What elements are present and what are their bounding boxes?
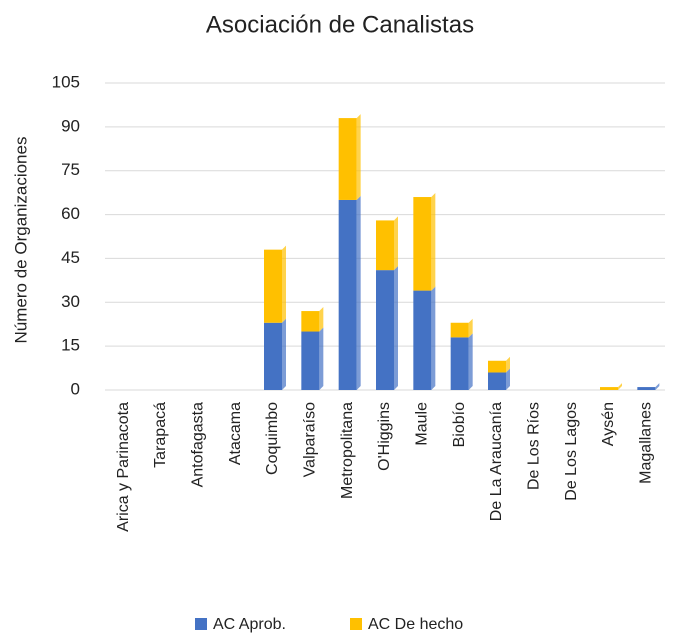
x-tick-label: De Los Ríos	[526, 402, 543, 490]
bar-side	[394, 216, 398, 271]
x-tick-label: Arica y Parinacota	[115, 402, 132, 532]
y-tick-label: 60	[61, 204, 80, 223]
bar-side	[431, 193, 436, 291]
bar-side	[655, 383, 660, 390]
y-tick-label: 90	[61, 116, 80, 135]
y-tick-label: 75	[61, 160, 80, 179]
bar-segment	[264, 322, 282, 390]
y-tick-label: 30	[61, 292, 80, 311]
x-tick-label: Antofagasta	[190, 402, 207, 488]
bar-side	[356, 114, 361, 200]
legend-label: AC Aprob.	[213, 616, 286, 633]
x-tick-label: De Los Lagos	[563, 402, 580, 501]
y-tick-label: 105	[52, 72, 80, 91]
bar-side	[468, 333, 473, 390]
x-tick-label: Magallanes	[638, 402, 655, 484]
bar-segment	[338, 118, 357, 200]
bar-side	[319, 307, 324, 332]
bar-side	[319, 327, 324, 390]
x-tick-label: O'Higgins	[376, 402, 393, 471]
x-tick-label: Biobío	[451, 402, 468, 447]
bar-side	[468, 318, 473, 338]
bar-side	[431, 286, 436, 390]
x-tick-label: Coquimbo	[264, 402, 281, 475]
y-axis-label: Número de Organizaciones	[11, 137, 30, 344]
y-tick-label: 45	[61, 248, 80, 267]
x-tick-label: Aysén	[600, 402, 617, 446]
bar-side	[356, 195, 361, 390]
bar-segment	[637, 387, 656, 390]
bar-side	[506, 356, 510, 373]
bar-segment	[488, 372, 506, 390]
bar-side	[394, 266, 398, 390]
legend-swatch	[350, 618, 362, 630]
bar-segment	[413, 290, 432, 390]
bar-side	[506, 368, 510, 390]
x-tick-label: Metropolitana	[339, 402, 356, 499]
bar-segment	[488, 360, 506, 373]
y-tick-label: 15	[61, 336, 80, 355]
bar-segment	[376, 220, 394, 271]
bar-segment	[338, 199, 357, 390]
x-tick-label: Atacama	[227, 402, 244, 465]
bar-side	[618, 383, 622, 390]
chart-title: Asociación de Canalistas	[206, 11, 474, 38]
bar-side	[282, 245, 286, 323]
bar-segment	[413, 197, 432, 291]
bar-segment	[301, 331, 320, 390]
x-tick-label: De La Araucanía	[488, 402, 505, 521]
legend-label: AC De hecho	[368, 616, 463, 633]
legend-swatch	[195, 618, 207, 630]
bar-segment	[450, 337, 469, 390]
x-tick-label: Tarapacá	[152, 402, 169, 468]
bar-segment	[376, 270, 394, 390]
bar-segment	[264, 249, 282, 323]
bar-side	[282, 318, 286, 390]
x-tick-label: Valparaíso	[302, 402, 319, 477]
y-tick-label: 0	[71, 379, 80, 398]
bar-segment	[450, 322, 469, 338]
bar-segment	[600, 387, 618, 390]
x-tick-label: Maule	[414, 402, 431, 446]
bar-segment	[301, 311, 320, 332]
